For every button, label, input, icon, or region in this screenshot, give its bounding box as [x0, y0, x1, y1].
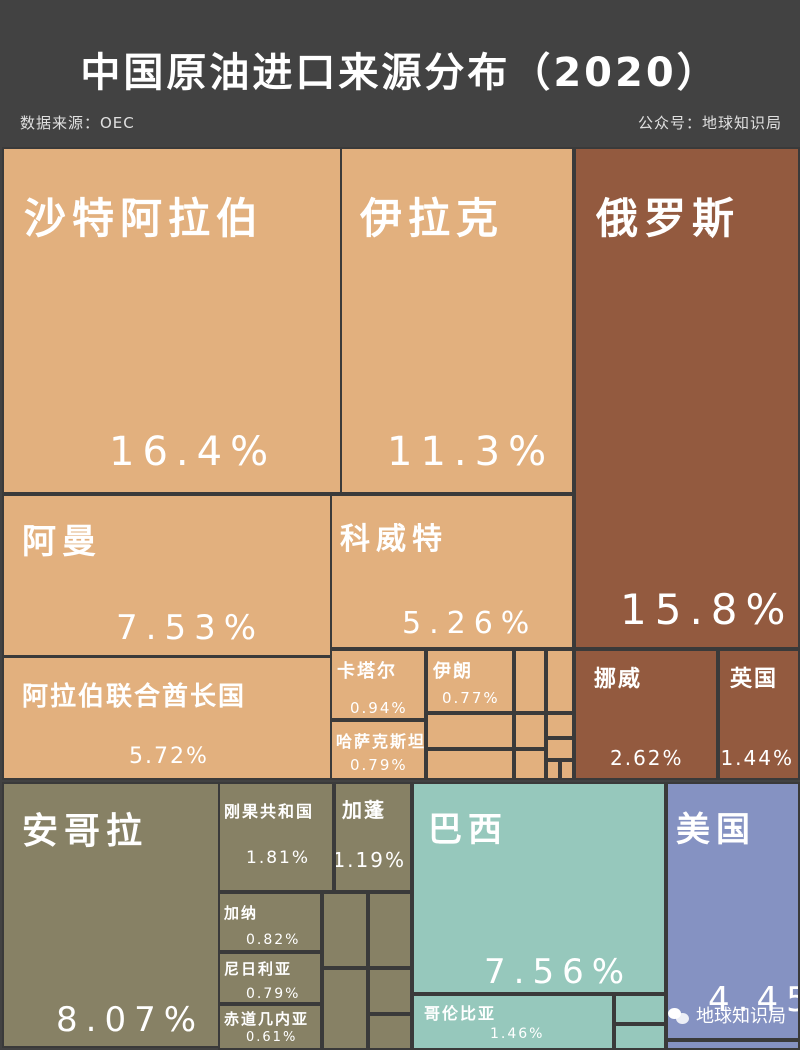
share-value: 1.44%	[720, 746, 794, 770]
share-value: 1.46%	[490, 1026, 545, 1042]
share-value: 11.3%	[387, 429, 555, 475]
treemap-cell: 伊朗 0.77%	[426, 649, 514, 713]
header: 中国原油进口来源分布（2020） 数据来源：OEC 公众号：地球知识局	[0, 0, 800, 146]
treemap-cell-minor-middle-east	[426, 713, 514, 749]
country-label: 尼日利亚	[224, 960, 293, 978]
share-value: 0.61%	[246, 1030, 298, 1045]
country-label: 哈萨克斯坦	[336, 732, 426, 751]
share-value: 5.72%	[129, 744, 209, 769]
country-label: 美国	[676, 810, 756, 850]
country-label: 安哥拉	[22, 811, 149, 852]
account-credit: 公众号：地球知识局	[637, 114, 782, 132]
treemap-cell: 赤道几内亚 0.61%	[218, 1004, 322, 1050]
treemap-cell: 安哥拉 8.07%	[2, 782, 220, 1048]
treemap-cell: 加纳 0.82%	[218, 892, 322, 952]
watermark: 地球知识局	[668, 1002, 786, 1028]
country-label: 伊朗	[433, 661, 473, 682]
treemap-cell: 阿曼 7.53%	[2, 494, 332, 657]
treemap-cell-minor-middle-east	[514, 749, 546, 780]
treemap-cell-minor-middle-east	[546, 713, 574, 738]
share-value: 5.26%	[402, 606, 538, 641]
treemap-cell-minor-middle-east	[426, 749, 514, 780]
watermark-text: 地球知识局	[696, 1006, 786, 1027]
data-source: 数据来源：OEC	[20, 114, 135, 132]
country-label: 科威特	[340, 522, 448, 557]
treemap-cell-minor-middle-east	[546, 760, 560, 780]
treemap-cell-minor-middle-east	[546, 649, 574, 713]
treemap-cell: 尼日利亚 0.79%	[218, 952, 322, 1004]
treemap-cell-minor-africa	[322, 968, 368, 1050]
share-value: 1.19%	[334, 848, 406, 872]
treemap-cell-minor-africa	[368, 968, 412, 1014]
treemap-cell: 加蓬 1.19%	[334, 782, 412, 892]
share-value: 0.79%	[246, 986, 301, 1002]
share-value: 16.4%	[109, 429, 277, 475]
country-label: 阿拉伯联合酋长国	[22, 682, 247, 712]
country-label: 伊拉克	[360, 194, 505, 243]
country-label: 阿曼	[22, 522, 102, 562]
share-value: 0.79%	[350, 756, 408, 774]
treemap-cell-minor-africa	[368, 892, 412, 968]
treemap-cell-minor-middle-east	[560, 760, 574, 780]
treemap-cell-minor-africa	[322, 892, 368, 968]
share-value: 15.8%	[620, 585, 794, 634]
treemap-cell: 巴西 7.56%	[412, 782, 666, 994]
country-label: 巴西	[428, 810, 508, 850]
treemap-cell: 挪威 2.62%	[574, 649, 718, 780]
share-value: 7.53%	[116, 608, 265, 648]
country-label: 哥伦比亚	[424, 1004, 497, 1023]
country-label: 卡塔尔	[337, 661, 397, 682]
wechat-icon	[668, 1006, 690, 1024]
treemap-cell: 刚果共和国 1.81%	[218, 782, 334, 892]
country-label: 沙特阿拉伯	[24, 194, 265, 243]
treemap-cell: 阿拉伯联合酋长国 5.72%	[2, 656, 332, 780]
treemap-cell: 卡塔尔 0.94%	[330, 649, 426, 720]
treemap-cell: 伊拉克 11.3%	[340, 147, 574, 494]
share-value: 0.94%	[350, 699, 408, 717]
treemap-cell: 俄罗斯 15.8%	[574, 147, 800, 649]
share-value: 0.82%	[246, 932, 301, 948]
treemap-cell-minor-south-america	[614, 1024, 666, 1050]
share-value: 2.62%	[610, 746, 684, 770]
share-value: 8.07%	[56, 1000, 205, 1040]
treemap-cell: 美国 4.45%	[666, 782, 800, 1040]
country-label: 赤道几内亚	[224, 1010, 310, 1028]
chart-title: 中国原油进口来源分布（2020）	[80, 50, 720, 96]
share-value: 1.81%	[246, 848, 311, 868]
treemap-cell: 科威特 5.26%	[330, 494, 574, 649]
treemap-cell: 哥伦比亚 1.46%	[412, 994, 614, 1050]
treemap-cell: 哈萨克斯坦 0.79%	[330, 720, 426, 780]
treemap-cell: 英国 1.44%	[718, 649, 800, 780]
country-label: 刚果共和国	[224, 802, 315, 821]
treemap-cell: 沙特阿拉伯 16.4%	[2, 147, 342, 494]
share-value: 4.45%	[708, 980, 798, 1020]
treemap-cell-minor-africa	[368, 1014, 412, 1050]
treemap-cell-minor-south-america	[614, 994, 666, 1024]
share-value: 0.77%	[442, 689, 500, 707]
country-label: 加纳	[224, 904, 259, 922]
treemap-cell-minor-middle-east	[514, 649, 546, 713]
treemap-cell-minor-north-america	[666, 1040, 800, 1050]
treemap-cell-minor-middle-east	[514, 713, 546, 749]
country-label: 俄罗斯	[596, 194, 741, 243]
share-value: 7.56%	[484, 952, 633, 992]
country-label: 加蓬	[342, 798, 386, 822]
treemap-cell-minor-middle-east	[546, 738, 574, 760]
country-label: 挪威	[594, 667, 643, 692]
country-label: 英国	[730, 667, 779, 692]
